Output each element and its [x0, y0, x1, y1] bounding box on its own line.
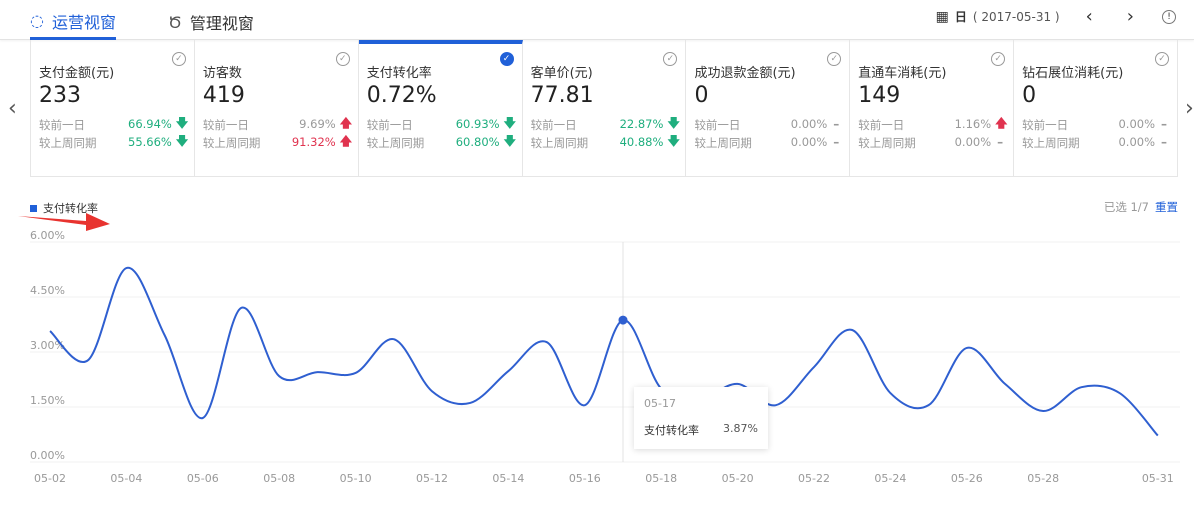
selection-info: 已选 1/7 重置	[1103, 200, 1178, 214]
card-value: 0.72%	[366, 83, 437, 108]
comparison-row: 较前一日 66.94% 🡇	[39, 116, 188, 133]
chart-tooltip: 05-17 支付转化率 3.87%	[634, 387, 768, 449]
reset-link[interactable]: 重置	[1155, 200, 1178, 214]
checkbox-icon[interactable]: ✓	[499, 52, 514, 66]
info-icon[interactable]: !	[1162, 9, 1176, 24]
red-arrow-annotation	[18, 213, 110, 231]
metric-card[interactable]: ✓ 支付转化率 0.72% 较前一日 60.93% 🡇 较上周同期 60.80% 🡇	[358, 40, 523, 176]
metric-card[interactable]: ✓ 客单价(元) 77.81 较前一日 22.87% 🡇 较上周同期 40.88% 🡇	[523, 40, 687, 176]
date-picker: ▦ 日 ( 2017-05-31 ) ‹ › !	[936, 6, 1176, 27]
view-tabs: ◌ 运营视窗 Ծ 管理视窗 ▦ 日 ( 2017-05-31 ) ‹ › !	[0, 0, 1194, 40]
comparison-row: 较上周同期 0.00% –	[694, 135, 840, 150]
x-tick-label: 05-20	[722, 472, 754, 485]
card-value: 77.81	[530, 83, 594, 108]
x-tick-label: 05-06	[187, 472, 219, 485]
comparison-row: 较前一日 0.00% –	[694, 117, 840, 132]
x-tick-label: 05-31	[1142, 472, 1174, 485]
x-tick-label: 05-12	[416, 472, 448, 485]
x-tick-label: 05-26	[951, 472, 983, 485]
calendar-icon[interactable]: ▦	[935, 8, 949, 25]
arrow-down-icon: 🡇	[175, 133, 189, 148]
x-tick-label: 05-14	[492, 472, 524, 485]
y-tick-label: 4.50%	[30, 284, 65, 297]
y-tick-label: 1.50%	[30, 394, 65, 407]
comparison-row: 较上周同期 0.00% –	[858, 135, 1004, 150]
arrow-up-icon: 🡅	[339, 115, 353, 130]
card-title: 支付金额(元)	[39, 66, 115, 81]
arrow-down-icon: 🡇	[667, 133, 680, 148]
arrow-up-icon: 🡅	[339, 133, 353, 148]
metric-card[interactable]: ✓ 钻石展位消耗(元) 0 较前一日 0.00% – 较上周同期 0.00% –	[1014, 40, 1177, 176]
card-title: 直通车消耗(元)	[858, 66, 947, 81]
management-icon: Ծ	[168, 12, 182, 32]
data-point[interactable]	[618, 315, 628, 325]
comparison-row: 较上周同期 0.00% –	[1022, 135, 1168, 150]
comparison-row: 较上周同期 60.80% 🡇	[367, 134, 516, 151]
checkbox-icon[interactable]: ✓	[335, 52, 350, 66]
x-tick-label: 05-18	[645, 472, 677, 485]
arrow-down-icon: 🡇	[503, 133, 516, 148]
comparison-row: 较前一日 22.87% 🡇	[531, 116, 680, 133]
flat-icon: –	[997, 135, 1004, 149]
card-title: 支付转化率	[366, 66, 432, 81]
x-tick-label: 05-10	[340, 472, 372, 485]
y-tick-label: 3.00%	[30, 339, 65, 352]
arrow-down-icon: 🡇	[503, 115, 516, 130]
checkbox-icon[interactable]: ✓	[663, 52, 678, 66]
flat-icon: –	[833, 135, 840, 149]
card-title: 成功退款金额(元)	[694, 66, 796, 81]
card-title: 访客数	[202, 66, 242, 81]
y-tick-label: 0.00%	[30, 449, 65, 462]
comparison-row: 较上周同期 91.32% 🡅	[203, 134, 352, 151]
x-tick-label: 05-02	[34, 472, 66, 485]
card-value: 419	[202, 83, 245, 108]
legend-swatch	[30, 204, 37, 212]
card-value: 0	[1022, 83, 1037, 108]
x-tick-label: 05-22	[798, 472, 830, 485]
arrow-down-icon: 🡇	[667, 115, 680, 130]
flat-icon: –	[1161, 117, 1168, 131]
x-tick-label: 05-08	[263, 472, 295, 485]
tab-management[interactable]: Ծ 管理视窗	[168, 12, 254, 34]
chart-legend[interactable]: 支付转化率	[30, 200, 98, 216]
y-tick-label: 6.00%	[30, 229, 65, 242]
card-value: 233	[39, 83, 81, 108]
metric-cards: ✓ 支付金额(元) 233 较前一日 66.94% 🡇 较上周同期 55.66% 🡇 ✓ …	[30, 40, 1178, 177]
arrow-up-icon: 🡅	[995, 115, 1008, 130]
metric-card[interactable]: ✓ 直通车消耗(元) 149 较前一日 1.16% 🡅 较上周同期 0.00% –	[850, 40, 1015, 176]
x-tick-label: 05-04	[110, 472, 142, 485]
cards-next-button[interactable]: ›	[1185, 96, 1194, 121]
comparison-row: 较前一日 9.69% 🡅	[203, 116, 352, 133]
comparison-row: 较前一日 60.93% 🡇	[367, 116, 516, 133]
checkbox-icon[interactable]: ✓	[827, 52, 842, 66]
metric-card[interactable]: ✓ 支付金额(元) 233 较前一日 66.94% 🡇 较上周同期 55.66% 🡇	[31, 40, 195, 176]
cards-prev-button[interactable]: ‹	[8, 96, 17, 121]
checkbox-icon[interactable]: ✓	[171, 52, 186, 66]
metric-card[interactable]: ✓ 访客数 419 较前一日 9.69% 🡅 较上周同期 91.32% 🡅	[195, 40, 359, 176]
checkbox-icon[interactable]: ✓	[991, 52, 1006, 66]
arrow-down-icon: 🡇	[175, 115, 189, 130]
comparison-row: 较前一日 0.00% –	[1022, 117, 1168, 132]
checkbox-icon[interactable]: ✓	[1155, 52, 1170, 66]
tab-operations[interactable]: ◌ 运营视窗	[30, 4, 116, 40]
prev-date-button[interactable]: ‹	[1085, 6, 1093, 27]
card-value: 0	[694, 83, 709, 108]
x-tick-label: 05-24	[874, 472, 906, 485]
next-date-button[interactable]: ›	[1126, 6, 1134, 27]
comparison-row: 较前一日 1.16% 🡅	[858, 116, 1007, 133]
comparison-row: 较上周同期 55.66% 🡇	[39, 134, 188, 151]
card-title: 钻石展位消耗(元)	[1022, 66, 1124, 81]
comparison-row: 较上周同期 40.88% 🡇	[531, 134, 680, 151]
flat-icon: –	[833, 117, 840, 131]
x-tick-label: 05-28	[1027, 472, 1059, 485]
flat-icon: –	[1161, 135, 1168, 149]
metric-card[interactable]: ✓ 成功退款金额(元) 0 较前一日 0.00% – 较上周同期 0.00% –	[686, 40, 851, 176]
card-value: 149	[858, 83, 901, 108]
operations-icon: ◌	[30, 11, 44, 30]
card-title: 客单价(元)	[530, 66, 593, 81]
x-tick-label: 05-16	[569, 472, 601, 485]
series-line	[49, 267, 1159, 437]
